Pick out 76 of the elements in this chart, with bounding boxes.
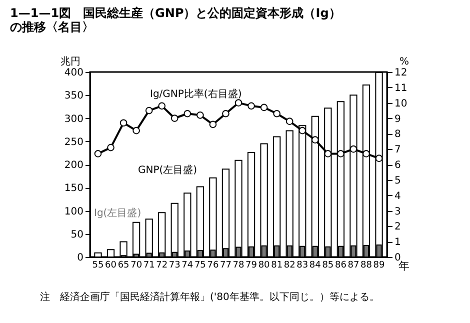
point (145, 106, 153, 114)
x-tick-label: 79 (246, 260, 258, 270)
y-tick-label: 100 (64, 206, 84, 218)
point (158, 102, 166, 110)
point (273, 110, 280, 118)
point (311, 136, 319, 144)
y2-tick-label: 4 (394, 190, 401, 202)
y-tick-label: 200 (64, 160, 84, 171)
series-label: Ig/GNP比率(右目盛) (150, 88, 242, 100)
x-tick-label: 72 (156, 260, 168, 270)
y2-tick-label: 1 (394, 237, 401, 248)
y2-tick-label: 5 (394, 175, 401, 186)
y2-tick-label: 7 (394, 144, 401, 156)
y2-tick-label: 2 (394, 222, 401, 233)
x-tick-label: 83 (296, 260, 308, 270)
x-tick-label: 86 (334, 260, 347, 270)
point (222, 110, 230, 118)
point (184, 110, 192, 118)
point (260, 104, 268, 112)
y2-tick-label: 3 (394, 206, 401, 218)
y-tick-label: 50 (70, 229, 84, 240)
x-tick-label: 87 (348, 260, 360, 270)
x-tick-label: 70 (130, 260, 142, 270)
point (362, 150, 370, 158)
point (209, 120, 217, 128)
y-tick-label: 300 (64, 114, 84, 125)
y2-tick-label: 0 (394, 252, 401, 264)
y-tick-label: 0 (77, 252, 84, 264)
point (337, 150, 344, 158)
y2-tick-label: 9 (394, 114, 401, 125)
chart-title: 1—1—1図 国民総生産（GNP）と公的固定資本形成（Ig）の推移〈名目〉 (10, 6, 341, 34)
x-tick-label: 78 (232, 260, 244, 270)
y2-tick-label: 8 (394, 129, 401, 140)
y-tick-label: 150 (64, 183, 84, 194)
point (196, 112, 204, 119)
y-tick-label: 350 (64, 90, 84, 102)
y-tick-label: 250 (64, 136, 84, 148)
x-tick-label: 84 (309, 260, 322, 270)
x-tick-label: 77 (220, 260, 232, 270)
point (94, 150, 102, 158)
x-tick-label: 60 (105, 260, 117, 270)
series-label: GNP(左目盛) (138, 164, 198, 176)
point (286, 118, 294, 125)
x-tick-label: 82 (284, 260, 296, 270)
y2-axis-title: % (400, 56, 410, 68)
point (375, 154, 383, 162)
x-tick-label: 55 (92, 260, 104, 270)
x-tick-label: 88 (360, 260, 372, 270)
x-tick-label: 65 (118, 260, 130, 270)
x-tick-label: 74 (182, 260, 194, 270)
y2-tick-label: 6 (394, 160, 401, 171)
x-tick-label: 85 (322, 260, 334, 270)
x-tick-label: 71 (143, 260, 155, 270)
y-axis-title: 兆円 (60, 56, 80, 68)
point (170, 114, 178, 122)
x-tick-label: 76 (207, 260, 219, 270)
x-tick-label: 73 (168, 260, 180, 270)
y2-tick-label: 11 (394, 82, 408, 94)
point (132, 126, 140, 134)
y-tick-label: 400 (64, 68, 84, 78)
point (120, 119, 128, 127)
point (350, 145, 358, 153)
point (248, 102, 255, 110)
text: 注 経済企画庁「国民経済計算年報」('80年基準。以下同じ。）等による。 (40, 291, 380, 303)
text: Ig(左目盛) (94, 207, 142, 219)
y2-tick-label: 12 (394, 68, 408, 78)
y2-tick-label: 10 (394, 98, 408, 110)
x-tick-label: 89 (373, 260, 386, 270)
point (107, 144, 114, 152)
point (324, 150, 332, 158)
x-axis-title: 年 (398, 260, 410, 272)
x-tick-label: 81 (271, 260, 283, 270)
point (234, 99, 242, 106)
x-tick-label: 75 (194, 260, 206, 270)
point (298, 126, 306, 134)
x-tick-label: 80 (258, 260, 270, 270)
